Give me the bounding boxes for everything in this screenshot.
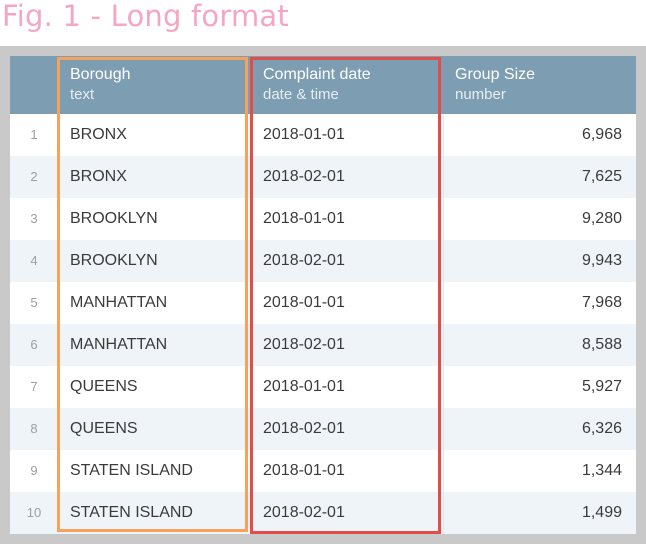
table-row[interactable]: 1 BRONX 2018-01-01 6,968 [10, 114, 636, 156]
borough-cell[interactable]: QUEENS [70, 420, 138, 437]
group-size-cell[interactable]: 1,499 [581, 504, 622, 521]
borough-cell[interactable]: BROOKLYN [70, 210, 158, 227]
borough-cell[interactable]: MANHATTAN [70, 294, 168, 311]
complaint-date-cell[interactable]: 2018-01-01 [263, 462, 345, 479]
row-index: 5 [30, 295, 38, 310]
column-header-group-size[interactable]: Group Size number [455, 56, 630, 114]
group-size-cell[interactable]: 9,280 [581, 210, 622, 227]
borough-cell[interactable]: BRONX [70, 168, 127, 185]
row-index: 1 [30, 127, 38, 142]
column-header-complaint-date[interactable]: Complaint date date & time [263, 56, 438, 114]
borough-cell[interactable]: MANHATTAN [70, 336, 168, 353]
table-row[interactable]: 5 MANHATTAN 2018-01-01 7,968 [10, 282, 636, 324]
column-divider [443, 114, 444, 534]
column-header-borough[interactable]: Borough text [70, 56, 245, 114]
borough-cell[interactable]: QUEENS [70, 378, 138, 395]
group-size-cell[interactable]: 8,588 [581, 336, 622, 353]
borough-cell[interactable]: STATEN ISLAND [70, 462, 193, 479]
table-row[interactable]: 2 BRONX 2018-02-01 7,625 [10, 156, 636, 198]
column-name: Group Size [455, 66, 536, 83]
table-row[interactable]: 6 MANHATTAN 2018-02-01 8,588 [10, 324, 636, 366]
borough-column-highlight [57, 57, 248, 532]
complaint-date-cell[interactable]: 2018-02-01 [263, 168, 345, 185]
complaint-date-cell[interactable]: 2018-01-01 [263, 126, 345, 143]
table-row[interactable]: 9 STATEN ISLAND 2018-01-01 1,344 [10, 450, 636, 492]
group-size-cell[interactable]: 6,968 [581, 126, 622, 143]
complaint-date-column-highlight [250, 57, 441, 534]
row-index: 6 [30, 337, 38, 352]
column-name: Borough [70, 66, 131, 83]
table-header: Borough text Complaint date date & time … [10, 56, 636, 114]
group-size-cell[interactable]: 7,625 [581, 168, 622, 185]
column-type: number [455, 86, 506, 103]
table-row[interactable]: 4 BROOKLYN 2018-02-01 9,943 [10, 240, 636, 282]
borough-cell[interactable]: BROOKLYN [70, 252, 158, 269]
column-name: Complaint date [263, 66, 371, 83]
group-size-cell[interactable]: 6,326 [581, 420, 622, 437]
borough-cell[interactable]: BRONX [70, 126, 127, 143]
row-index: 10 [26, 505, 42, 520]
complaint-date-cell[interactable]: 2018-01-01 [263, 378, 345, 395]
group-size-cell[interactable]: 7,968 [581, 294, 622, 311]
figure-title: Fig. 1 - Long format [2, 0, 289, 33]
complaint-date-cell[interactable]: 2018-02-01 [263, 504, 345, 521]
row-index: 3 [30, 211, 38, 226]
table-row[interactable]: 10 STATEN ISLAND 2018-02-01 1,499 [10, 492, 636, 534]
table-row[interactable]: 8 QUEENS 2018-02-01 6,326 [10, 408, 636, 450]
group-size-cell[interactable]: 5,927 [581, 378, 622, 395]
borough-cell[interactable]: STATEN ISLAND [70, 504, 193, 521]
group-size-cell[interactable]: 1,344 [581, 462, 622, 479]
complaint-date-cell[interactable]: 2018-02-01 [263, 420, 345, 437]
row-index: 8 [30, 421, 38, 436]
table-row[interactable]: 3 BROOKLYN 2018-01-01 9,280 [10, 198, 636, 240]
complaint-date-cell[interactable]: 2018-01-01 [263, 210, 345, 227]
column-type: text [70, 86, 95, 103]
table-row[interactable]: 7 QUEENS 2018-01-01 5,927 [10, 366, 636, 408]
complaint-date-cell[interactable]: 2018-02-01 [263, 336, 345, 353]
row-index: 9 [30, 463, 38, 478]
column-type: date & time [263, 86, 339, 103]
data-table: Borough text Complaint date date & time … [10, 56, 636, 534]
row-index: 4 [30, 253, 38, 268]
complaint-date-cell[interactable]: 2018-01-01 [263, 294, 345, 311]
row-index: 7 [30, 379, 38, 394]
row-index: 2 [30, 169, 38, 184]
group-size-cell[interactable]: 9,943 [581, 252, 622, 269]
complaint-date-cell[interactable]: 2018-02-01 [263, 252, 345, 269]
